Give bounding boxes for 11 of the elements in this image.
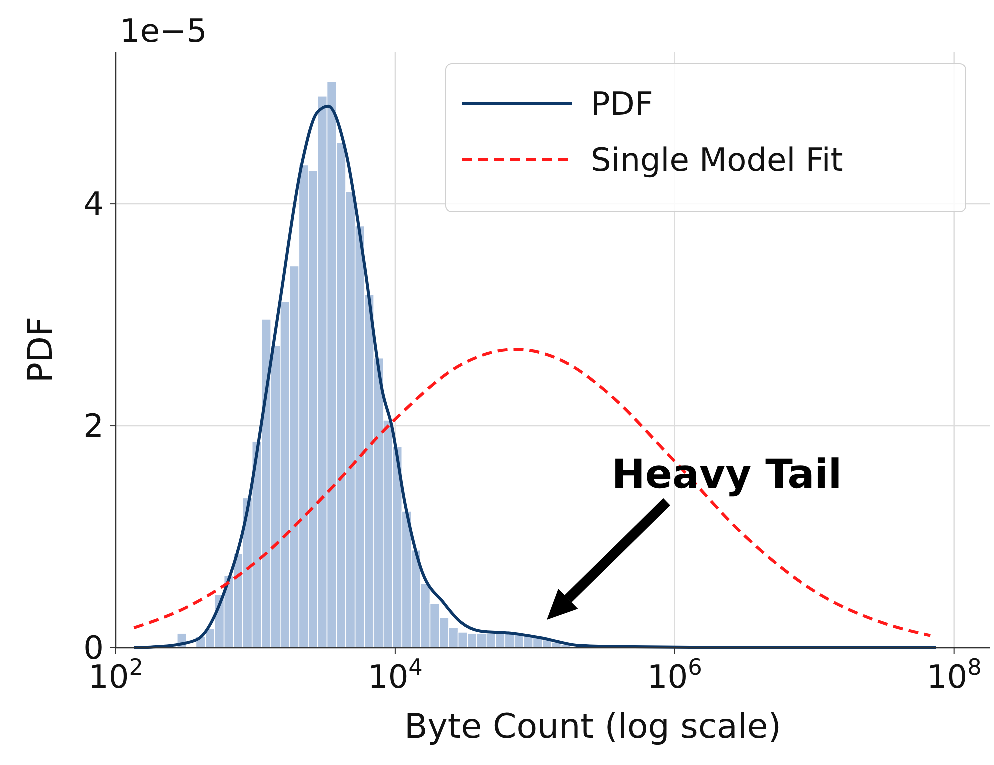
y-axis-title: PDF — [21, 316, 61, 384]
annotation: Heavy Tail — [612, 452, 842, 498]
x-tick-label: 10$^{6}$ — [647, 655, 702, 696]
legend-label: Single Model Fit — [591, 141, 844, 179]
x-tick-label: 10$^{4}$ — [368, 655, 423, 696]
x-tick-label: 10$^{8}$ — [926, 655, 982, 696]
y-tick-label: 4 — [84, 185, 104, 224]
legend-label: PDF — [591, 85, 654, 123]
text: 1e−5 — [120, 12, 208, 50]
x-axis-title: Byte Count (log scale) — [404, 707, 782, 747]
y-tick-label: 2 — [84, 407, 104, 446]
